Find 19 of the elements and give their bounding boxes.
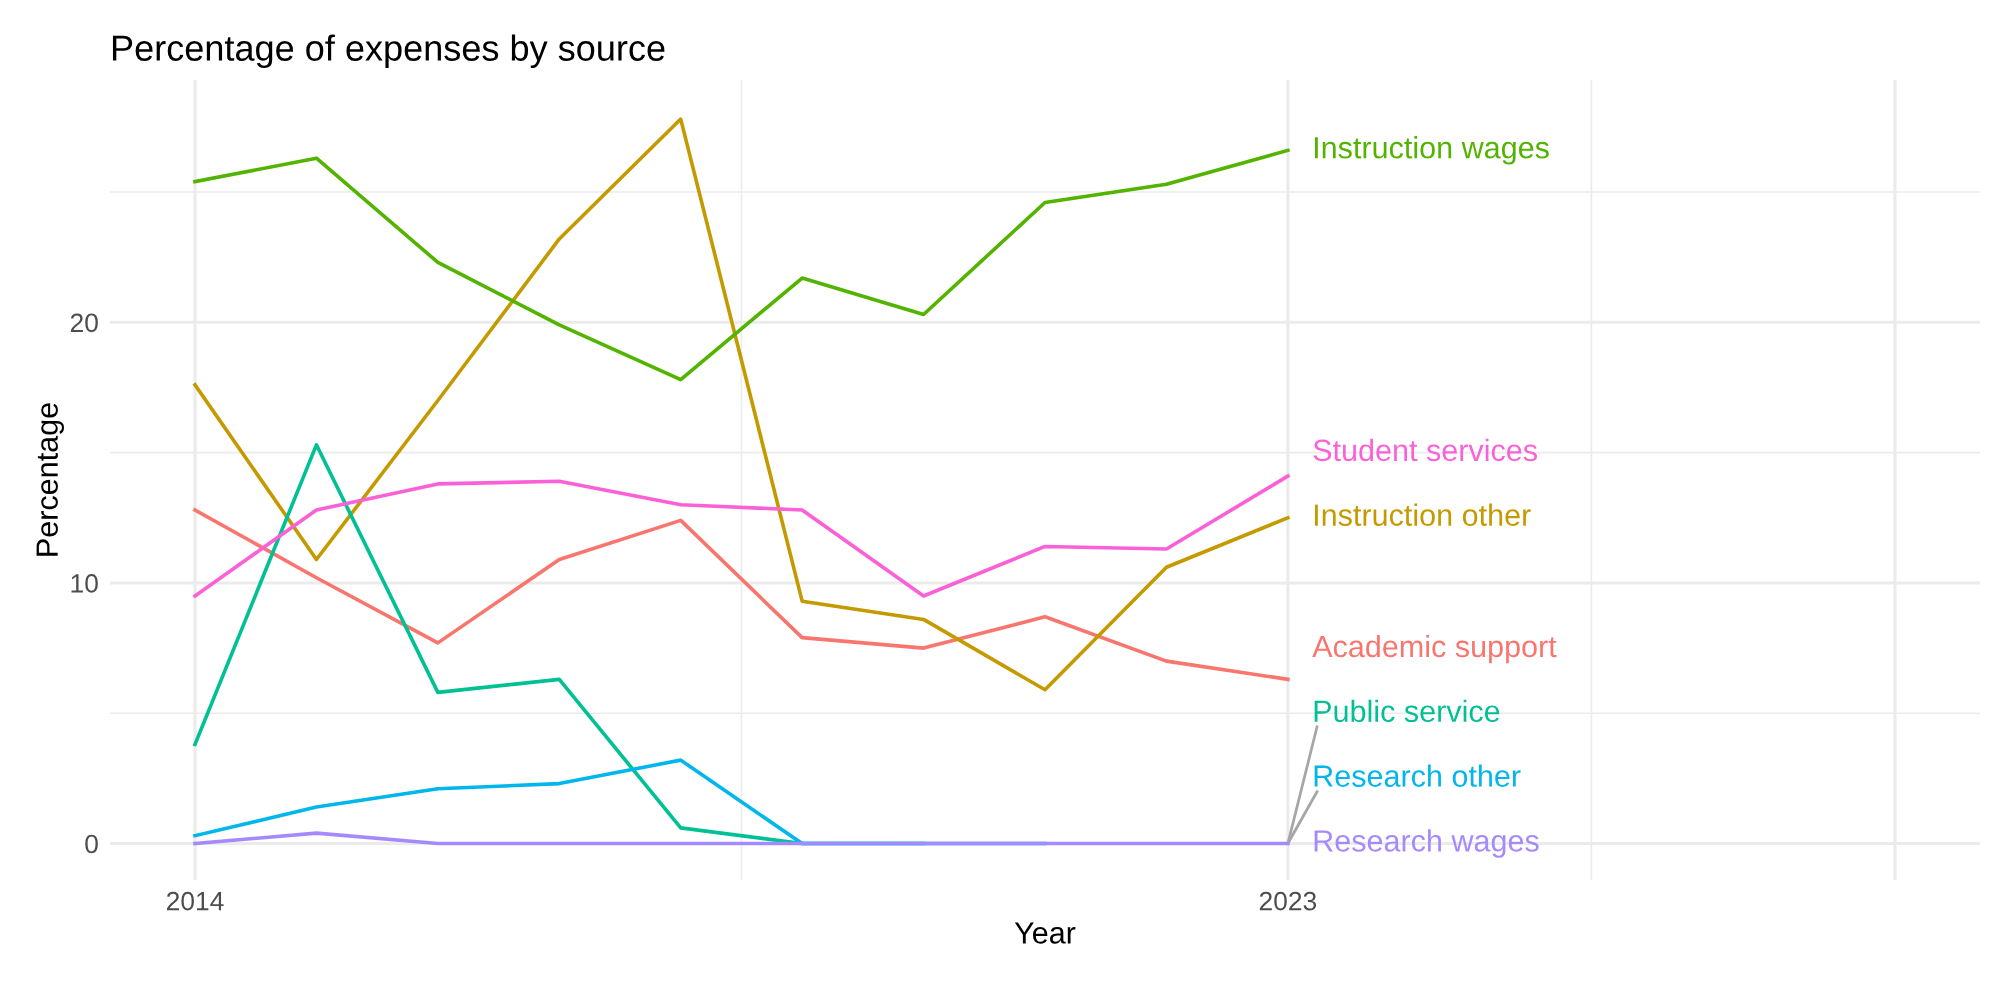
text: Public service <box>1314 699 1500 723</box>
text: Research other <box>1314 764 1521 787</box>
series-label: Instruction other <box>1314 503 1531 526</box>
line-series <box>193 148 1290 382</box>
y-tick-label: 20 <box>70 313 98 333</box>
series-label: Student services <box>1313 438 1537 462</box>
series-label: Academic support <box>1312 634 1557 664</box>
x-tick-label: 2014 <box>166 891 224 911</box>
y-tick-label: 0 <box>85 834 98 854</box>
line-series <box>193 117 1290 692</box>
series-label: Research wages <box>1314 829 1539 858</box>
x-tick-label: 2023 <box>1259 891 1317 911</box>
y-tick-label: 10 <box>71 574 98 593</box>
line-series <box>193 474 1290 598</box>
y-axis-title: Percentage <box>36 403 64 556</box>
line-series <box>193 508 1290 682</box>
chart-title: Percentage of expenses by source <box>112 34 665 69</box>
x-axis-title: Year <box>1014 922 1076 944</box>
series-label: Instruction wages <box>1314 136 1549 165</box>
